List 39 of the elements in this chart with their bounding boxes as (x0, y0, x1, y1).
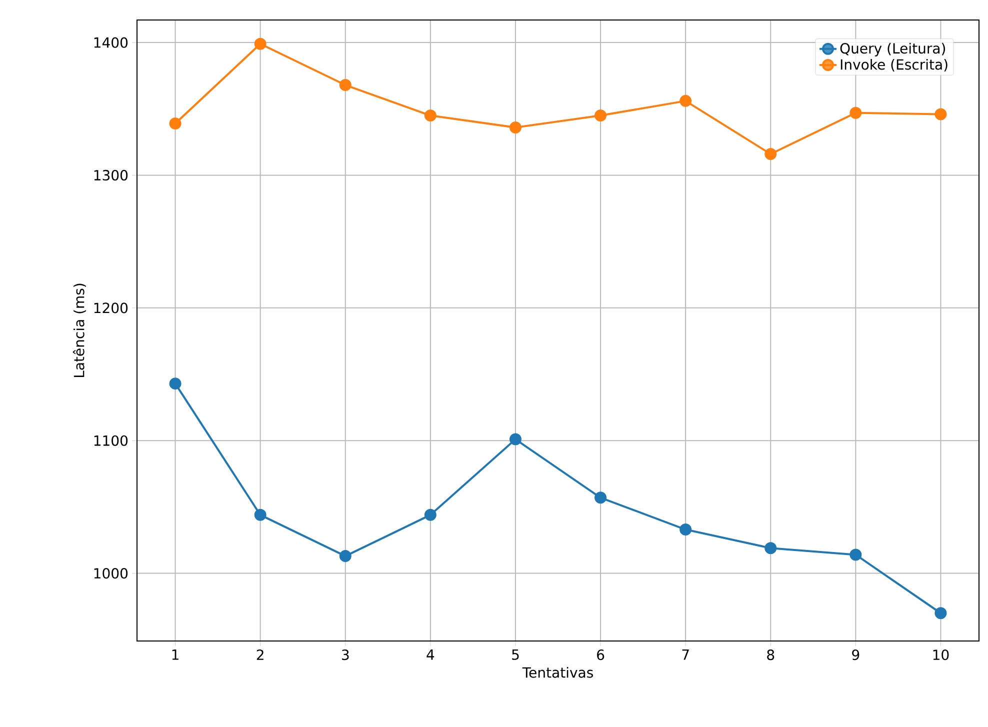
point (764, 542, 777, 554)
y-axis-title: Latência (ms) (72, 284, 86, 378)
point (934, 607, 947, 620)
point (339, 550, 352, 562)
point (850, 106, 862, 119)
point (680, 524, 692, 536)
point (169, 117, 182, 130)
x-tick-label: 3 (342, 650, 349, 660)
x-tick-label: 1 (172, 650, 178, 660)
x-tick-label: 4 (426, 650, 434, 660)
point (764, 148, 777, 160)
point (594, 110, 607, 122)
legend-label: Invoke (Escrita) (840, 58, 948, 72)
y-tick-label: 1100 (94, 435, 128, 446)
point (169, 378, 182, 390)
x-tick-label: 7 (682, 650, 689, 660)
point (509, 121, 522, 134)
x-tick-label: 10 (933, 650, 949, 660)
point (424, 508, 436, 521)
point (254, 38, 266, 50)
x-axis-title: Tentativas (522, 666, 593, 678)
x-tick-label: 8 (767, 650, 774, 660)
point (850, 548, 862, 561)
x-tick-label: 6 (597, 650, 604, 660)
x-tick-label: 9 (852, 650, 860, 660)
point (594, 492, 607, 504)
y-tick-label: 1200 (94, 302, 128, 314)
point (509, 433, 522, 446)
point (424, 110, 436, 122)
point (680, 94, 692, 107)
point (254, 508, 266, 521)
x-tick-label: 2 (256, 650, 264, 660)
point (934, 108, 947, 120)
point (339, 79, 352, 92)
y-tick-label: 1000 (94, 568, 128, 579)
x-tick-label: 5 (512, 650, 519, 660)
legend-label: Query (Leitura) (840, 42, 946, 56)
y-tick-label: 1300 (94, 170, 128, 181)
y-tick-label: 1400 (94, 37, 128, 48)
